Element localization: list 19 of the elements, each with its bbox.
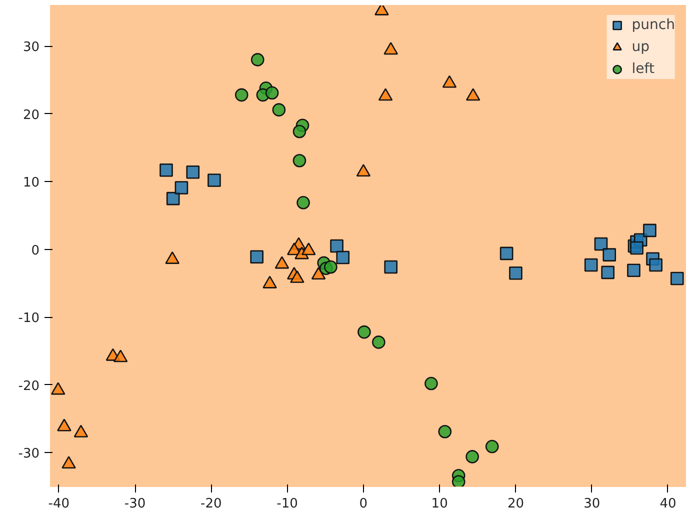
y-tick-label: 10 — [22, 176, 40, 191]
y-tick-label: -30 — [18, 446, 40, 462]
y-tick-label: -20 — [18, 378, 40, 394]
y-tick-label: 30 — [22, 40, 40, 56]
x-tick-label: -20 — [200, 496, 222, 512]
y-tick-label: 0 — [31, 243, 40, 258]
x-tick-label: -10 — [276, 496, 298, 512]
x-tick-label: 30 — [584, 496, 600, 512]
x-tick-label: 20 — [507, 496, 524, 512]
x-tick-label: 40 — [660, 496, 676, 512]
legend-label: punch — [632, 17, 675, 33]
legend-label: left — [632, 61, 654, 77]
x-tick-label: -40 — [48, 496, 70, 512]
x-tick-label: 0 — [359, 496, 368, 512]
x-tick-label: -30 — [124, 496, 146, 512]
legend-label: up — [632, 39, 651, 55]
x-tick-label: 10 — [431, 496, 448, 512]
y-tick-label: -10 — [18, 311, 40, 326]
y-tick-label: 20 — [22, 108, 40, 123]
